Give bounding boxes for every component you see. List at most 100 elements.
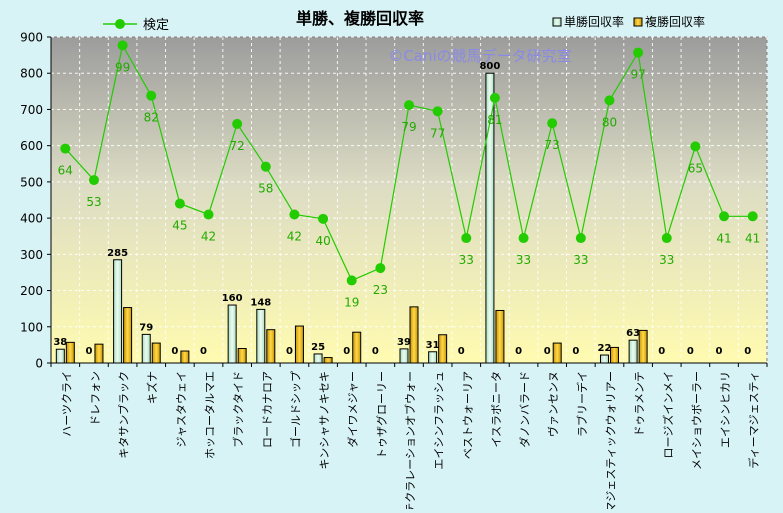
x-tick-label-text: ゴールドシップ xyxy=(288,371,302,448)
x-tick-label: キタサンブラック xyxy=(117,371,131,459)
x-tick-label: ロージズインメイ xyxy=(661,371,675,458)
y-tick-label: 600 xyxy=(20,139,43,153)
y-tick-label: 100 xyxy=(20,320,43,334)
bar-win-return xyxy=(313,353,323,364)
y-tick-label: 400 xyxy=(20,212,43,226)
bar-value-label: 0 xyxy=(716,346,723,357)
line-value-label: 65 xyxy=(688,161,703,175)
x-tick-label-text: トゥザグローリー xyxy=(374,371,388,459)
x-tick-label: ディーマジェスティ xyxy=(747,371,761,469)
x-tick-label: ヴァンセンヌ xyxy=(546,371,560,437)
y-tick-label: 900 xyxy=(20,31,43,45)
x-tick-label: エイシンヒカリ xyxy=(719,371,732,448)
bar-place-return xyxy=(438,334,448,364)
x-tick-label: メイショウボーラー xyxy=(690,371,703,470)
x-tick-label: ブラックタイド xyxy=(231,371,245,448)
plot-area xyxy=(50,36,768,364)
x-tick-label-text: ハーツクライ xyxy=(60,371,73,437)
legend-win-return: 単勝回収率 xyxy=(552,14,624,29)
line-value-label: 80 xyxy=(602,115,617,129)
line-value-label: 53 xyxy=(86,195,101,209)
line-value-label: 72 xyxy=(230,139,245,153)
point-inspection xyxy=(146,90,157,101)
y-tick-label: 300 xyxy=(20,248,43,262)
bar-value-label: 22 xyxy=(598,343,612,354)
point-inspection xyxy=(633,47,644,58)
point-inspection xyxy=(232,118,243,129)
point-inspection xyxy=(604,95,615,106)
x-tick-label-text: ロージズインメイ xyxy=(661,371,675,458)
bar-win-return xyxy=(399,348,409,364)
line-value-label: 42 xyxy=(287,229,302,243)
x-tick-label-text: キタサンブラック xyxy=(117,371,131,459)
bar-place-return xyxy=(123,307,133,364)
grid-layer xyxy=(50,36,768,363)
bar-value-label: 0 xyxy=(458,346,465,357)
bar-value-label: 0 xyxy=(658,346,665,357)
x-tick-label: キンシャサノキセキ xyxy=(318,371,331,469)
point-inspection xyxy=(547,118,558,129)
bar-value-label: 800 xyxy=(479,61,500,72)
line-value-label: 42 xyxy=(201,229,216,243)
bar-value-label: 0 xyxy=(515,346,522,357)
x-tick-label: ラブリーデイ xyxy=(575,371,589,437)
point-inspection xyxy=(203,209,214,220)
bar-win-return xyxy=(227,304,237,364)
x-tick-label-text: ブラックタイド xyxy=(231,371,245,448)
x-tick-label: テクラレーションオブウォー xyxy=(403,371,417,513)
legend-place-return: 複勝回収率 xyxy=(633,14,705,29)
bar-win-return xyxy=(428,351,438,364)
bar-place-return xyxy=(180,350,190,364)
bar-value-label: 0 xyxy=(744,346,751,357)
x-tick-label-text: ジャスタウェイ xyxy=(175,371,188,447)
point-inspection xyxy=(346,275,357,286)
bar-value-label: 25 xyxy=(311,342,325,353)
y-tick-label: 500 xyxy=(20,175,43,189)
point-inspection xyxy=(690,141,701,152)
x-tick-label-text: ベストウォーリア xyxy=(461,371,474,459)
point-inspection xyxy=(432,106,443,117)
x-tick-label: ダイワメジャー xyxy=(346,371,360,447)
point-inspection xyxy=(489,92,500,103)
point-inspection xyxy=(575,233,586,244)
bar-value-label: 148 xyxy=(250,297,271,308)
line-value-label: 73 xyxy=(545,138,560,152)
x-tick-label-text: ロードカナロア xyxy=(261,371,274,448)
line-value-label: 33 xyxy=(459,253,474,267)
x-tick-label-text: ダノンバラード xyxy=(518,371,532,448)
bar-value-label: 39 xyxy=(397,337,411,348)
bar-value-label: 0 xyxy=(85,346,92,357)
x-tick-label: ゴールドシップ xyxy=(288,371,302,448)
line-value-label: 97 xyxy=(630,68,645,82)
point-inspection xyxy=(461,233,472,244)
point-inspection xyxy=(719,211,730,222)
legend-inspection-label: 検定 xyxy=(143,18,169,33)
legend-place-return-label: 複勝回収率 xyxy=(645,14,705,29)
legend-win-return-label: 単勝回収率 xyxy=(564,14,624,29)
bar-place-return xyxy=(294,325,304,364)
bar-value-label: 0 xyxy=(343,346,350,357)
x-tick-label: ジャスタウェイ xyxy=(175,371,188,447)
x-tick-label-text: エイシンヒカリ xyxy=(719,371,732,448)
x-tick-label: キズナ xyxy=(145,371,159,404)
bar-place-return xyxy=(352,331,362,364)
x-tick-label: ドレフォン xyxy=(89,371,102,426)
point-inspection xyxy=(375,263,386,274)
bar-place-return xyxy=(552,342,562,364)
labels-layer: 38 0 285 79 0 0 160 148 0 25 0 0 39 31 0 800 0 0 0 22 63 0 0 0 0… xyxy=(53,60,761,513)
bar-value-label: 0 xyxy=(171,346,178,357)
line-value-label: 81 xyxy=(487,113,502,127)
point-inspection xyxy=(88,175,99,186)
x-tick-label-text: ラブリーデイ xyxy=(575,371,589,437)
bar-value-label: 160 xyxy=(222,293,243,304)
watermark: ©Caniの競馬データ研究室 xyxy=(388,47,571,65)
point-inspection xyxy=(174,198,185,209)
point-inspection xyxy=(289,209,300,220)
x-tick-label-text: エイシンフラッシュ xyxy=(433,371,446,470)
x-tick-label-text: メイショウボーラー xyxy=(690,371,703,470)
line-value-label: 40 xyxy=(315,234,330,248)
legend-inspection-marker xyxy=(115,19,125,29)
x-tick-label-text: キズナ xyxy=(145,371,159,404)
bar-place-return xyxy=(409,306,419,364)
x-tick-label: エイシンフラッシュ xyxy=(433,371,446,470)
